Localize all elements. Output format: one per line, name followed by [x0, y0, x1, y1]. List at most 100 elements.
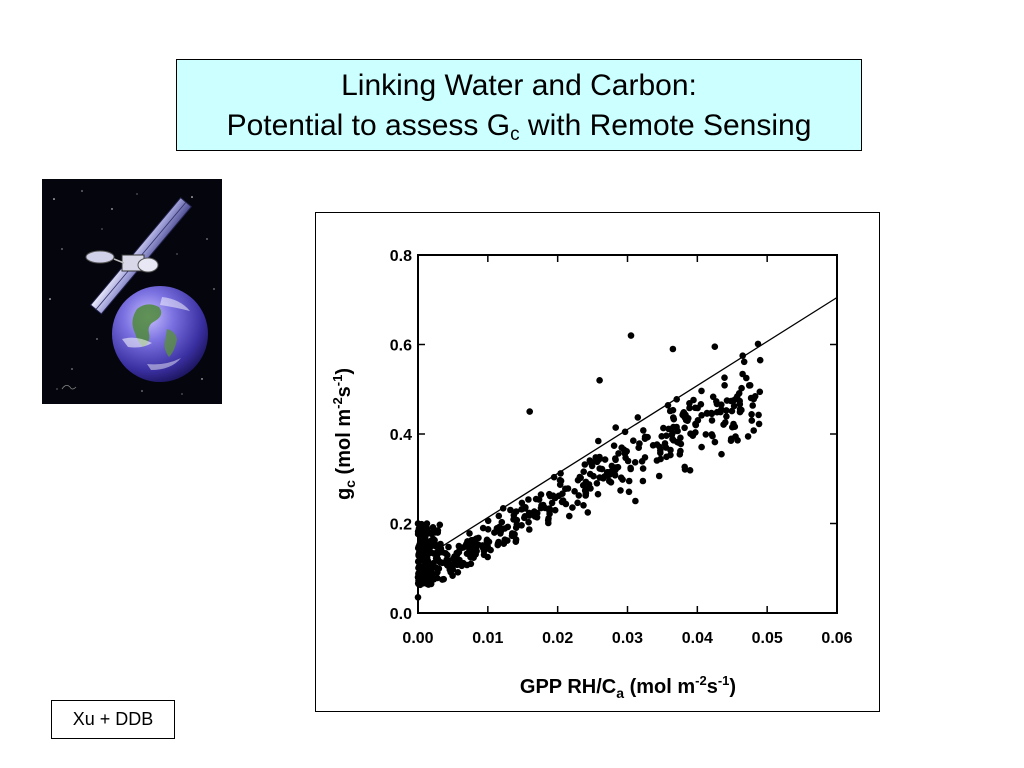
- data-point: [631, 459, 639, 466]
- x-tick-label: 0.03: [612, 630, 643, 647]
- data-point: [674, 427, 681, 435]
- data-point: [580, 502, 587, 509]
- title-subscript: c: [510, 124, 520, 145]
- data-point: [414, 520, 422, 527]
- title-line-2: Potential to assess Gc with Remote Sensi…: [177, 106, 861, 146]
- data-point: [525, 518, 532, 526]
- data-point: [574, 476, 582, 484]
- data-point: [545, 519, 552, 527]
- data-point: [661, 440, 669, 447]
- data-point: [665, 425, 672, 433]
- data-point: [675, 439, 683, 446]
- data-point: [612, 456, 619, 464]
- data-point: [510, 516, 517, 523]
- x-tick-label: 0.05: [752, 630, 783, 647]
- data-point: [495, 512, 503, 520]
- data-point: [533, 509, 541, 517]
- data-point: [669, 435, 676, 443]
- data-point: [532, 495, 540, 503]
- data-point: [690, 396, 697, 404]
- data-point: [548, 499, 556, 507]
- title-line-2-tail: with Remote Sensing: [519, 109, 812, 142]
- data-point: [627, 332, 635, 339]
- data-point: [738, 384, 745, 392]
- data-point: [574, 499, 581, 507]
- data-point: [718, 401, 725, 408]
- data-point: [562, 485, 569, 493]
- data-point: [429, 524, 437, 531]
- data-point: [745, 382, 753, 389]
- data-point: [518, 499, 526, 507]
- data-point: [416, 563, 423, 570]
- data-point: [632, 497, 639, 505]
- data-point: [422, 546, 430, 553]
- data-point: [537, 491, 545, 498]
- data-point: [641, 454, 649, 461]
- data-point: [497, 527, 505, 535]
- data-point: [735, 390, 743, 397]
- data-point: [641, 435, 649, 442]
- x-tick-labels: 0.00 0.01 0.02 0.03 0.04 0.05 0.06: [402, 630, 852, 647]
- x-tick-label: 0.01: [472, 630, 503, 647]
- y-tick-label: 0.4: [390, 427, 412, 444]
- data-point: [625, 477, 633, 485]
- scatter-chart: 0.00 0.01 0.02 0.03 0.04 0.05 0.06 0.00.20.40.…: [330, 248, 853, 701]
- data-point: [555, 492, 563, 500]
- slide-title: Linking Water and Carbon: Potential to a…: [176, 59, 862, 151]
- data-point: [698, 412, 705, 419]
- data-point: [709, 393, 717, 401]
- data-point: [526, 408, 533, 415]
- data-point: [663, 453, 670, 461]
- x-tick-label: 0.00: [402, 630, 433, 647]
- data-point: [425, 568, 433, 576]
- data-point: [445, 543, 452, 551]
- data-point: [639, 477, 647, 485]
- data-point: [755, 420, 763, 428]
- data-point: [748, 417, 756, 424]
- data-point: [731, 423, 739, 430]
- chart-frame: 0.00 0.01 0.02 0.03 0.04 0.05 0.06 0.0 0.2 0.4 0.…: [315, 212, 880, 712]
- data-point: [484, 517, 492, 525]
- data-point: [711, 438, 719, 446]
- data-point: [756, 356, 764, 364]
- data-point: [525, 496, 532, 503]
- data-point: [670, 415, 678, 423]
- star-field: [49, 190, 215, 395]
- data-point: [680, 409, 688, 416]
- data-point: [669, 345, 677, 353]
- data-point: [666, 407, 674, 415]
- data-point: [419, 580, 427, 587]
- data-point: [663, 432, 670, 439]
- data-point: [677, 447, 684, 455]
- data-point: [435, 558, 443, 565]
- data-point: [692, 429, 699, 436]
- data-point: [428, 530, 435, 538]
- data-point: [728, 407, 736, 415]
- data-point: [740, 358, 748, 366]
- data-point: [608, 462, 616, 470]
- data-point: [593, 458, 601, 466]
- data-point: [623, 448, 630, 455]
- data-point: [424, 575, 431, 583]
- data-point: [575, 492, 583, 499]
- data-point: [743, 374, 750, 382]
- trend-line: [417, 296, 838, 563]
- data-point: [736, 405, 744, 413]
- data-point: [436, 521, 444, 529]
- data-point: [594, 490, 602, 498]
- data-point: [484, 526, 492, 533]
- data-point: [551, 506, 559, 514]
- data-point: [708, 409, 715, 417]
- data-point: [750, 427, 757, 434]
- data-point: [521, 514, 528, 522]
- data-point: [634, 414, 642, 421]
- data-point: [504, 523, 512, 531]
- data-point: [711, 343, 719, 350]
- data-point: [617, 487, 624, 494]
- data-point: [584, 509, 592, 516]
- data-point: [721, 382, 728, 389]
- data-point: [580, 468, 587, 475]
- data-point: [537, 504, 545, 512]
- y-tick-labels: 0.0 0.2 0.4 0.6 0.8: [390, 248, 412, 623]
- data-point: [625, 488, 633, 496]
